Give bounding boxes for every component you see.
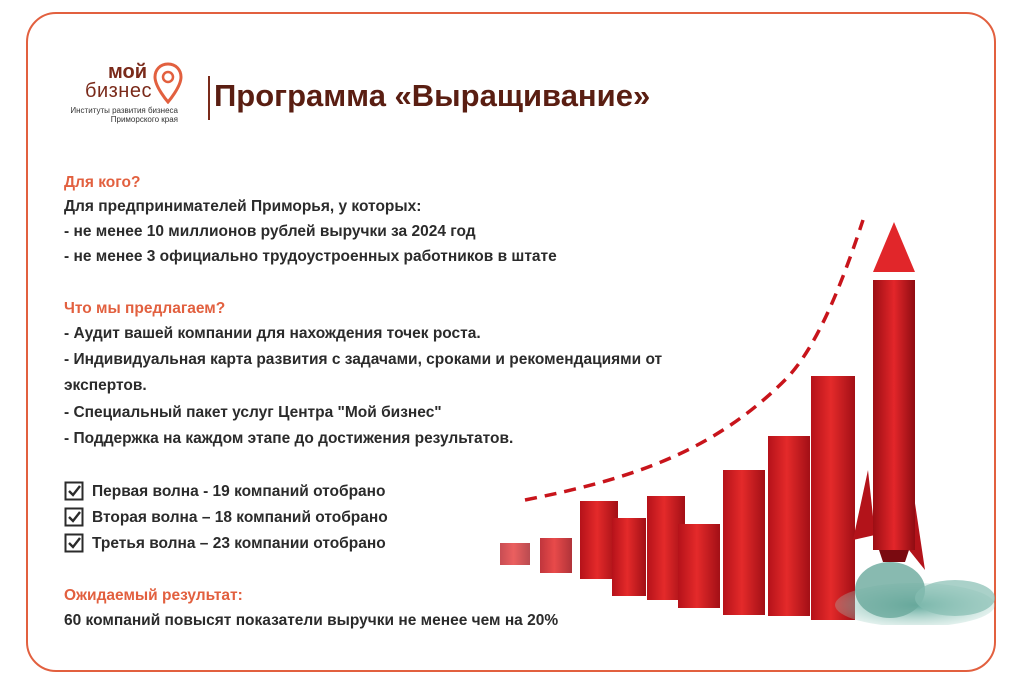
chart-bar — [768, 436, 810, 616]
chart-bar — [723, 470, 765, 615]
checkbox-checked-icon — [64, 481, 84, 501]
logo-word-biznes: бизнес — [85, 80, 152, 102]
result-heading: Ожидаемый результат: — [64, 587, 243, 604]
page-title: Программа «Выращивание» — [214, 78, 651, 113]
wave-1: Первая волна - 19 компаний отобрано — [92, 483, 386, 500]
page-frame — [26, 12, 996, 672]
rocket-growth-illustration — [500, 219, 995, 625]
rocket-body — [873, 280, 915, 550]
chart-bar — [612, 518, 646, 596]
wave-2: Вторая волна – 18 компаний отобрано — [92, 509, 388, 526]
chart-bar — [811, 376, 855, 620]
rocket-fin-left — [853, 470, 875, 540]
result-text: 60 компаний повысят показатели выручки н… — [64, 612, 559, 629]
rocket-smoke — [855, 562, 925, 618]
who-item-1: - не менее 10 миллионов рублей выручки з… — [64, 223, 476, 240]
offer-heading: Что мы предлагаем? — [64, 300, 226, 317]
logo-subtitle-line1: Институты развития бизнеса — [70, 106, 178, 115]
chart-bar — [580, 501, 618, 579]
offer-item-2: - Индивидуальная карта развития с задача… — [64, 351, 663, 368]
checkbox-checked-icon — [64, 533, 84, 553]
chart-bar — [500, 543, 530, 565]
chart-bar — [678, 524, 720, 608]
chart-bar — [540, 538, 572, 573]
location-pin-icon — [153, 62, 183, 104]
offer-item-2-cont: экспертов. — [64, 377, 147, 394]
title-divider — [208, 76, 210, 120]
rocket-nose — [873, 222, 915, 272]
logo-subtitle-line2: Приморского края — [110, 115, 178, 124]
offer-item-4: - Поддержка на каждом этапе до достижени… — [64, 430, 514, 447]
who-item-2: - не менее 3 официально трудоустроенных … — [64, 248, 557, 265]
rocket-nozzle — [879, 550, 909, 562]
logo-subtitle: Институты развития бизнеса Приморского к… — [58, 106, 178, 124]
checkbox-checked-icon — [64, 507, 84, 527]
logo: мой бизнес Институты развития бизнеса Пр… — [58, 62, 198, 132]
offer-item-1: - Аудит вашей компании для нахождения то… — [64, 325, 481, 342]
growth-curve — [524, 219, 865, 502]
offer-item-3: - Специальный пакет услуг Центра "Мой би… — [64, 404, 442, 421]
who-intro: Для предпринимателей Приморья, у которых… — [64, 198, 422, 215]
wave-3: Третья волна – 23 компании отобрано — [92, 535, 386, 552]
logo-word-moy: мой — [108, 61, 148, 83]
rocket-smoke — [915, 580, 995, 616]
who-heading: Для кого? — [64, 174, 141, 191]
